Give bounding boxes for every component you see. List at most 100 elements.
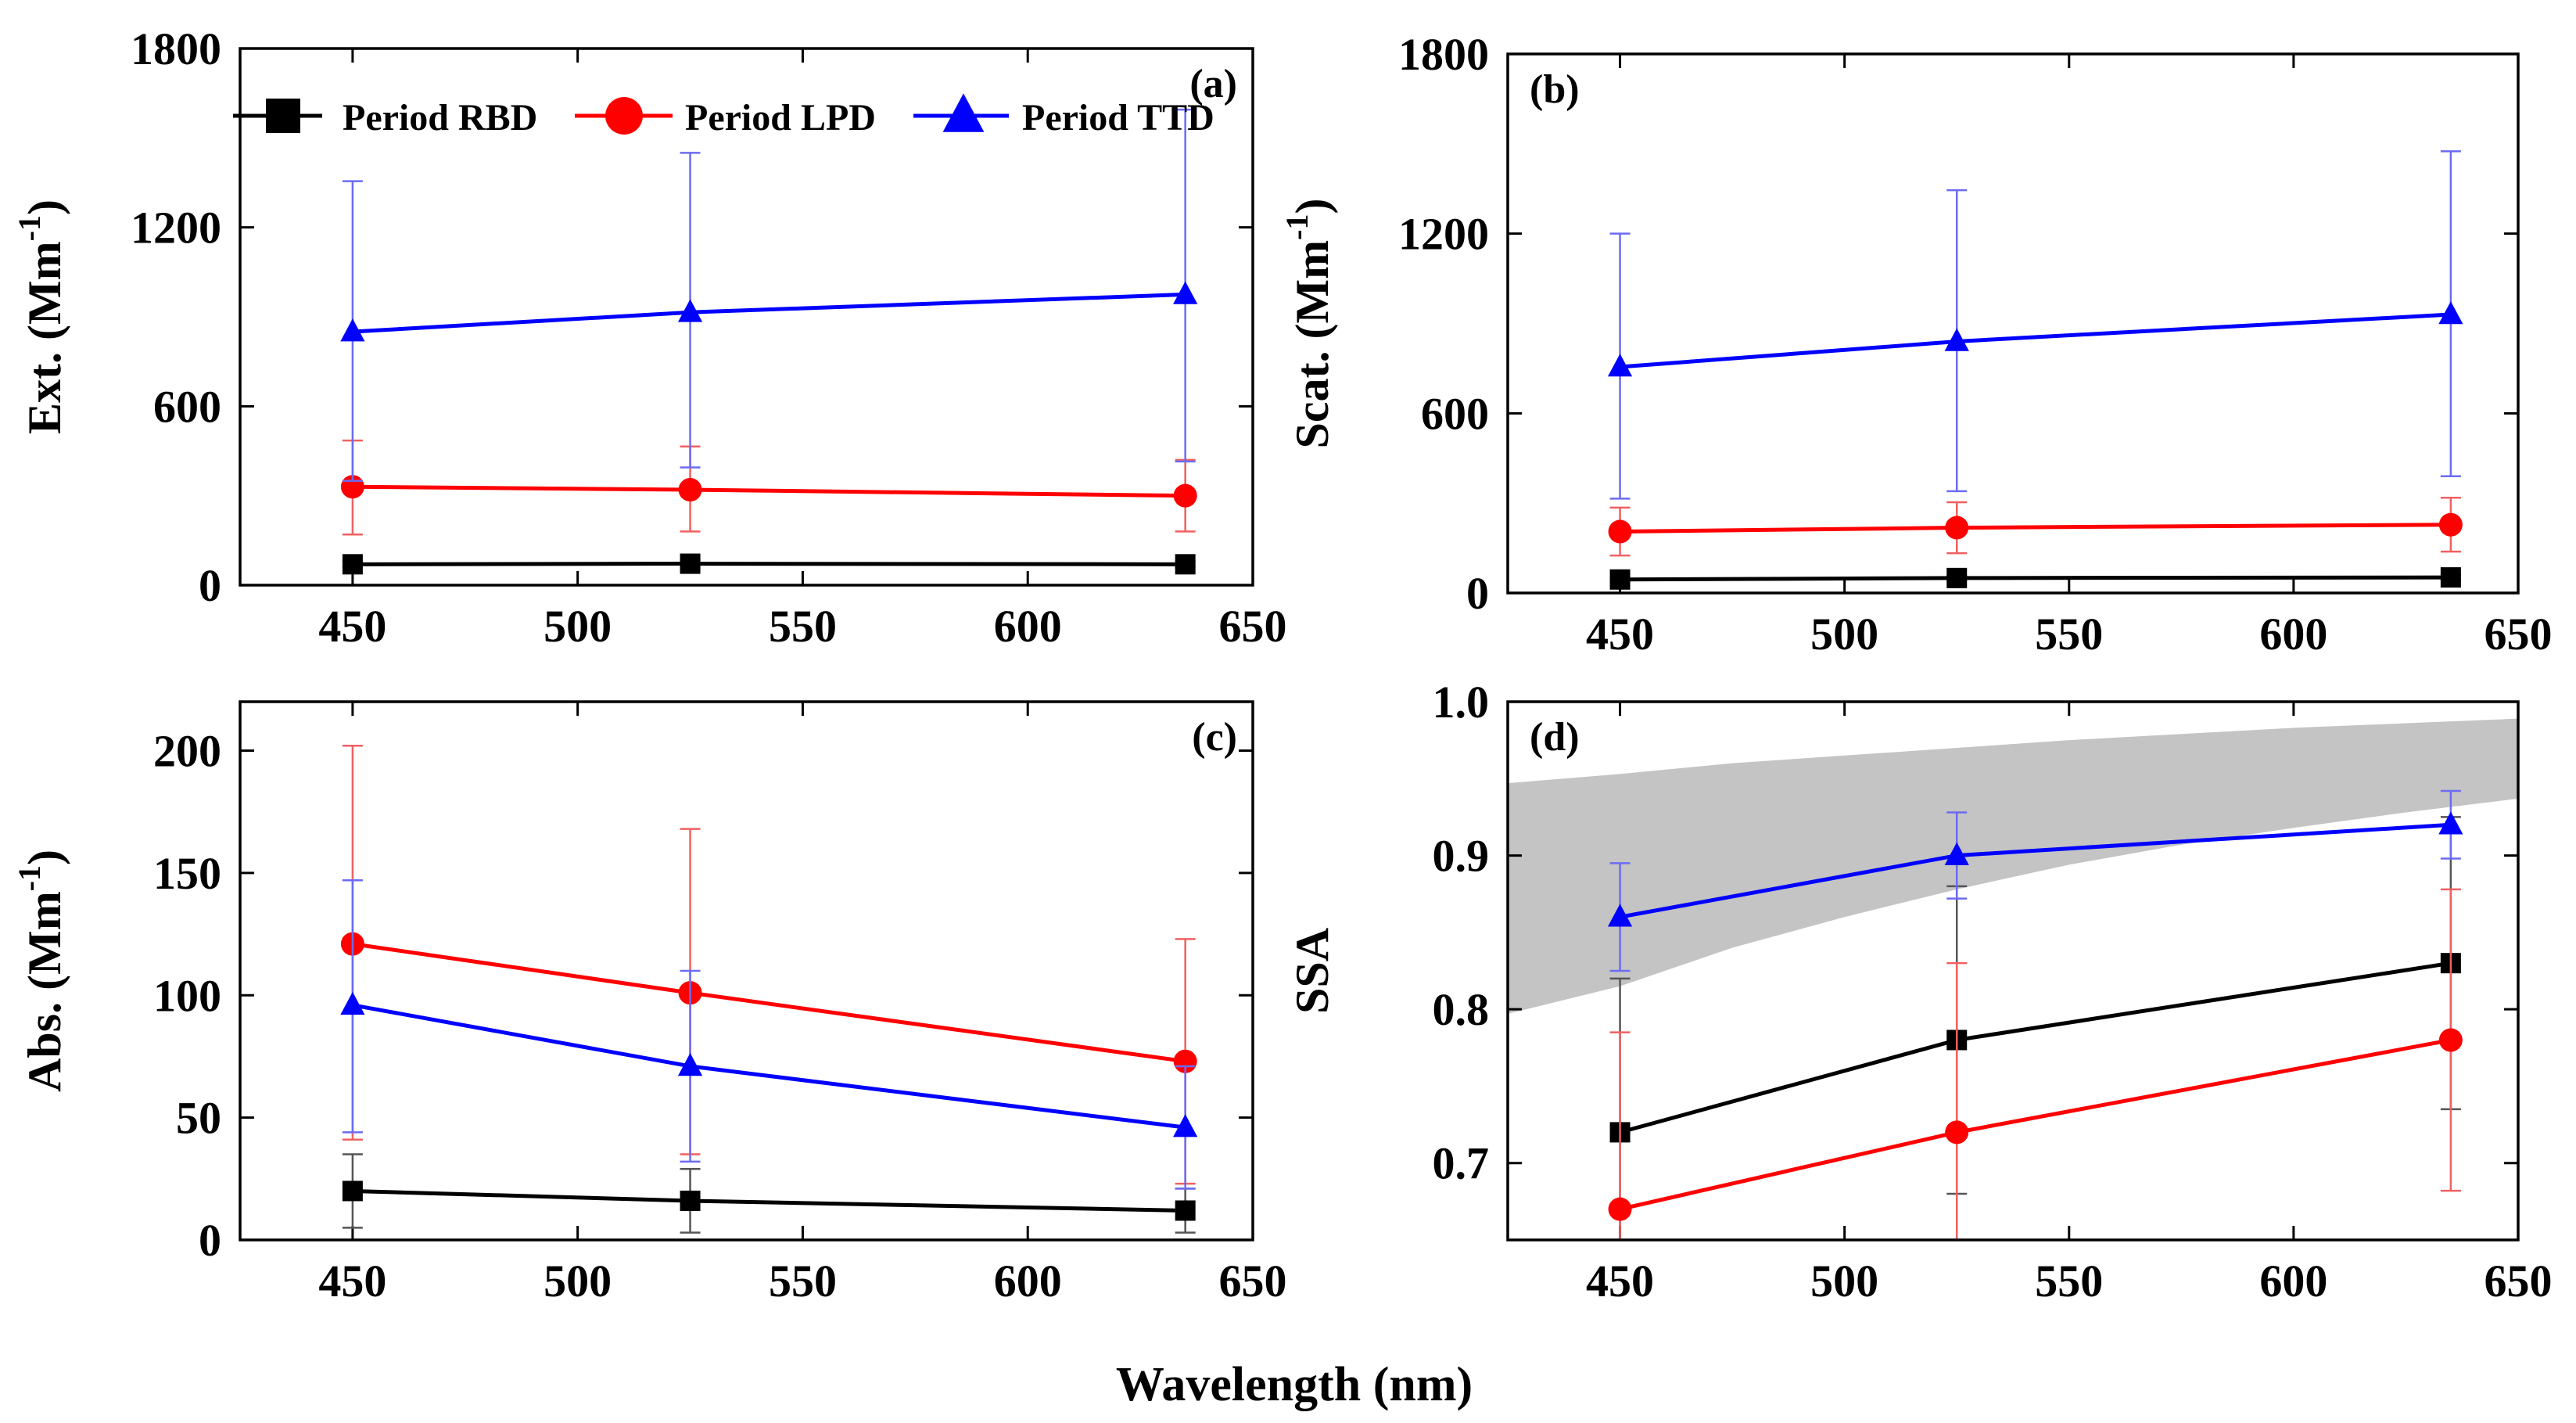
figure-xlabel: Wavelength (nm) [1116,1358,1473,1411]
panel-a-data-point [1173,281,1198,304]
panel-a-ylabel: Ext. (Mm-1) [12,199,70,434]
panel-a-ytick-label: 0 [199,560,221,611]
panel-a-frame [239,47,1254,587]
panel-b-ylabel-main: Scat. (Mm [1286,240,1338,449]
panel-b-series-line [1620,312,2452,369]
panel-c-series-period-lpd [340,745,1197,1185]
panel-a-ylabel-sup: -1 [12,215,47,241]
panel-a-xtick-label: 450 [318,601,386,652]
panel-c-ytick-label: 150 [153,848,221,899]
panel-c-xtick-label: 550 [769,1256,837,1306]
panel-a-data-point [678,478,702,502]
panel-c-data-point [1175,1200,1196,1221]
panel-a-series-line [352,484,1186,498]
panel-a-data-point [1175,554,1196,575]
panel-c-ylabel: Abs. (Mm-1) [12,850,70,1092]
panel-b-ytick-label: 600 [1421,388,1489,439]
panel-b-data-point [2440,567,2461,588]
legend: Period RBD Period LPD Period TTD [233,93,1214,138]
panel-d-ytick-label: 0.8 [1433,984,1490,1035]
panel-a-series-line [352,292,1186,334]
panel-d-xtick-label: 450 [1586,1256,1654,1306]
panel-d-ytick-label: 1.0 [1433,677,1490,728]
panel-b-series-period-ttd [1607,150,2463,500]
panel-a-series-period-rbd [342,553,1196,575]
panel-b-data-point [2438,301,2463,325]
panel-a-xtick-label: 550 [769,601,837,652]
panel-a-xtick-label: 600 [994,601,1062,652]
panel-d-series-period-lpd [1608,888,2463,1240]
panel-a-data-point [1173,483,1197,508]
panel-d-ylabel: SSA [1286,928,1338,1014]
panel-c-series-period-rbd [342,1153,1196,1234]
panel-c-ylabel-sup: -1 [12,865,47,891]
panel-a-ylabel-close: ) [19,199,70,215]
panel-b-ylabel-sup: -1 [1279,214,1315,240]
panel-c-label: (c) [1192,715,1237,760]
panel-a-data-point [677,299,703,322]
panel-d-data-point [1944,842,1969,865]
panel-a-xtick-label: 650 [1219,601,1287,652]
legend-entry-period-ttd: Period TTD [913,93,1214,138]
panel-d-ylabel-main: SSA [1286,928,1338,1014]
panel-c-frame [239,700,1254,1242]
panel-b-series-period-rbd [1609,567,2461,590]
panel-c-data-point [677,1053,703,1076]
panel-b-ytick-label: 1800 [1398,29,1489,80]
panel-a-series-period-ttd [340,108,1198,482]
panel-d-xtick-label: 650 [2485,1256,2553,1306]
panel-a-data-point [680,553,701,574]
panel-d-data-point [2438,811,2463,835]
panel-c-series-line [352,1188,1186,1213]
panel-b-xtick-label: 500 [1810,609,1878,659]
panel-b-ytick-label: 1200 [1398,209,1489,260]
panel-d-series-period-ttd [1607,789,2463,972]
panel-a-ylabel-main: Ext. (Mm [19,241,70,434]
panel-a-xtick-label: 500 [544,601,612,652]
panel-b-xtick-label: 450 [1586,609,1654,659]
panel-a-series-line [352,562,1186,566]
legend-marker [266,99,300,133]
panel-b-series-line [1620,575,2451,582]
panel-d-series-line [1619,961,2452,1134]
panel-a-ytick-label: 600 [153,381,221,432]
panel-d-ytick-label: 0.9 [1433,831,1490,882]
panel-c-series-period-ttd [340,879,1198,1190]
panel-b-ytick-label: 0 [1466,568,1489,619]
panel-c-series-line [352,942,1186,1064]
panel-a-ytick-label: 1200 [131,203,221,253]
panel-b-series-line [1620,523,2451,534]
panel-a-data-point [340,318,365,342]
panel-c-data-point [342,1180,363,1202]
panel-b-data-point [1945,516,1969,540]
panel-b-xtick-label: 550 [2035,609,2103,659]
panel-c-xtick-label: 600 [994,1256,1062,1306]
panel-a-series-period-lpd [340,439,1197,536]
panel-c-ytick-label: 0 [199,1215,221,1266]
panel-b-data-point [2438,512,2463,537]
panel-c-data-point [1173,1114,1198,1137]
legend-marker [942,93,985,132]
panel-b-data-point [1607,354,1633,377]
panel-b-ylabel-close: ) [1286,199,1338,214]
panel-b-data-point [1609,569,1631,590]
panel-b-ylabel: Scat. (Mm-1) [1279,199,1338,449]
panel-b-data-point [1944,328,1969,351]
panel-d-data-point [1945,1120,1969,1145]
panel-a-data-point [342,554,363,575]
panel-d-data-point [2438,1028,2463,1052]
panel-d-label: (d) [1530,715,1580,760]
legend-entry-period-rbd: Period RBD [233,97,537,138]
panel-b-frame [1506,52,2520,595]
panel-c-ylabel-main: Abs. (Mm [19,891,70,1092]
panel-c-ytick-label: 200 [153,726,221,777]
panel-c-ytick-label: 50 [176,1093,221,1144]
panel-d-xtick-label: 500 [1810,1256,1878,1306]
panel-d-data-point [1608,1197,1632,1221]
legend-entry-period-lpd: Period LPD [575,97,876,138]
panel-a-label: (a) [1189,62,1237,106]
panel-b-series-period-lpd [1608,497,2463,557]
panel-c-data-point [340,991,365,1015]
panel-d-shaded-band [1508,718,2518,1015]
